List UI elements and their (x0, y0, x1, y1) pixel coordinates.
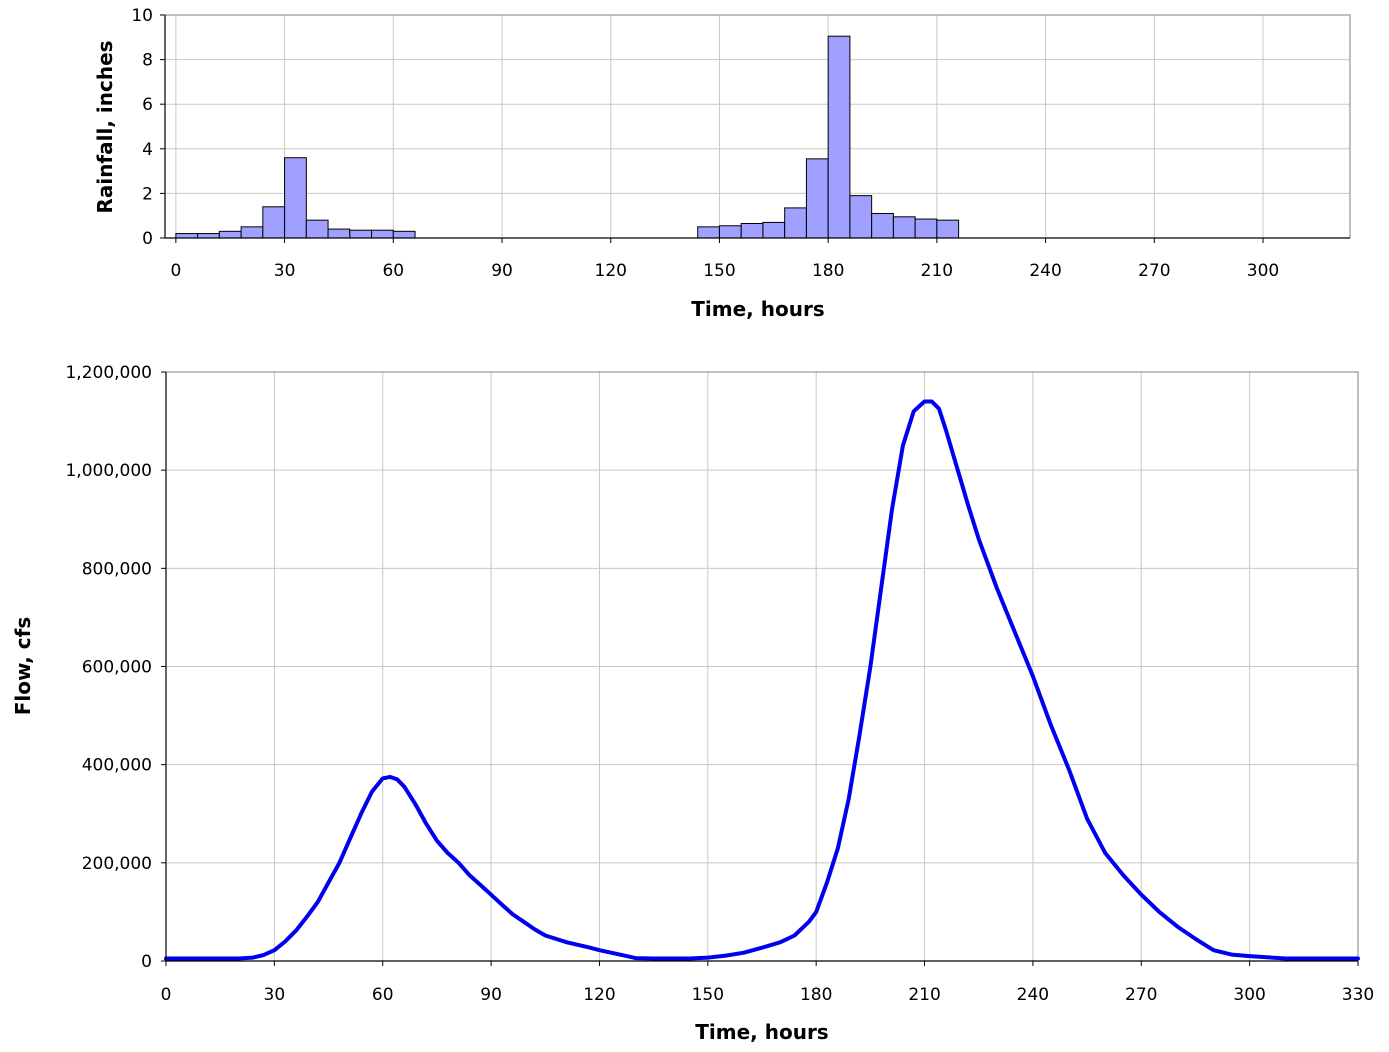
flow-x-axis-title: Time, hours (695, 1020, 828, 1044)
flow-x-tick-label: 30 (264, 985, 286, 1005)
flow-y-tick-label: 800,000 (82, 559, 152, 579)
rainfall-bar (740, 223, 764, 239)
rainfall-gridlines (164, 14, 1351, 239)
flow-axes (161, 371, 1359, 966)
rainfall-bars (175, 35, 960, 239)
flow-series-line (164, 399, 1360, 961)
rainfall-x-tick-label: 150 (703, 261, 735, 281)
rainfall-bar (697, 226, 720, 239)
rainfall-axes (160, 14, 1350, 243)
flow-y-tick-label: 1,200,000 (65, 363, 152, 383)
rainfall-bar (392, 230, 416, 239)
rainfall-y-tick-label: 0 (142, 229, 153, 249)
rainfall-x-tick-label: 300 (1247, 261, 1279, 281)
flow-x-tick-label: 0 (161, 985, 172, 1005)
flow-x-tick-label: 90 (480, 985, 502, 1005)
rainfall-bar (849, 195, 873, 239)
rainfall-bar (827, 35, 851, 239)
flow-x-tick-label: 60 (372, 985, 394, 1005)
rainfall-bar (262, 206, 286, 239)
rainfall-plot-frame (164, 14, 1351, 239)
flow-chart: 0 200,000 400,000 600,000 800,000 1,000,000 1,… (11, 363, 1374, 1044)
rainfall-x-tick-label: 60 (382, 261, 404, 281)
rainfall-bar (718, 225, 742, 239)
rainfall-bar (175, 233, 199, 239)
rainfall-x-tick-label: 0 (170, 261, 181, 281)
rainfall-x-tick-label: 120 (595, 261, 627, 281)
rainfall-y-tick-label: 6 (142, 95, 153, 115)
flow-x-tick-label: 120 (583, 985, 615, 1005)
rainfall-bar (892, 216, 916, 239)
rainfall-x-tick-label: 180 (812, 261, 844, 281)
flow-y-tick-label: 600,000 (82, 658, 152, 678)
rainfall-y-axis-title: Rainfall, inches (93, 40, 117, 213)
rainfall-x-tick-label: 240 (1029, 261, 1061, 281)
rainfall-x-tick-label: 210 (921, 261, 953, 281)
flow-y-tick-label: 1,000,000 (65, 461, 152, 481)
rainfall-chart: 0 2 4 6 8 10 0 30 60 90 120 150 180 210 240 270 300 Time… (93, 6, 1351, 321)
rainfall-y-tick-label: 2 (142, 184, 153, 204)
rainfall-bar (805, 158, 829, 239)
flow-y-axis-title: Flow, cfs (11, 617, 35, 715)
flow-x-tick-label: 270 (1125, 985, 1157, 1005)
flow-x-tick-label: 180 (800, 985, 832, 1005)
rainfall-bar (871, 212, 894, 239)
flow-x-tick-label: 300 (1233, 985, 1265, 1005)
rainfall-bar (371, 229, 394, 239)
flow-y-tick-label: 0 (141, 952, 152, 972)
rainfall-y-tick-label: 10 (131, 6, 153, 26)
flow-gridlines (165, 371, 1359, 962)
rainfall-bar (784, 207, 807, 239)
flow-x-tick-label: 330 (1342, 985, 1374, 1005)
rainfall-bar (914, 218, 938, 239)
rainfall-bar (762, 221, 786, 239)
flow-x-tick-label: 240 (1017, 985, 1049, 1005)
rainfall-bar (305, 219, 329, 239)
rainfall-bar (327, 228, 351, 239)
flow-x-tick-label: 210 (908, 985, 940, 1005)
rainfall-y-tick-label: 4 (142, 140, 153, 160)
rainfall-bar (936, 219, 960, 239)
rainfall-tick-labels: 0 2 4 6 8 10 0 30 60 90 120 150 180 210 240 270 300 (131, 6, 1279, 281)
rainfall-bar (349, 229, 373, 239)
flow-tick-labels: 0 200,000 400,000 600,000 800,000 1,000,000 1,… (65, 363, 1374, 1005)
flow-y-tick-label: 400,000 (82, 756, 152, 776)
rainfall-bar (197, 233, 220, 239)
rainfall-x-axis-title: Time, hours (691, 297, 824, 321)
rainfall-bar (284, 157, 307, 239)
rainfall-bar (218, 230, 242, 239)
rainfall-bar (240, 226, 264, 239)
flow-y-tick-label: 200,000 (82, 854, 152, 874)
rainfall-x-tick-label: 90 (491, 261, 513, 281)
rainfall-y-tick-label: 8 (142, 51, 153, 71)
flow-x-tick-label: 150 (692, 985, 724, 1005)
rainfall-x-tick-label: 270 (1138, 261, 1170, 281)
rainfall-x-tick-label: 30 (274, 261, 296, 281)
flow-series (164, 399, 1360, 961)
